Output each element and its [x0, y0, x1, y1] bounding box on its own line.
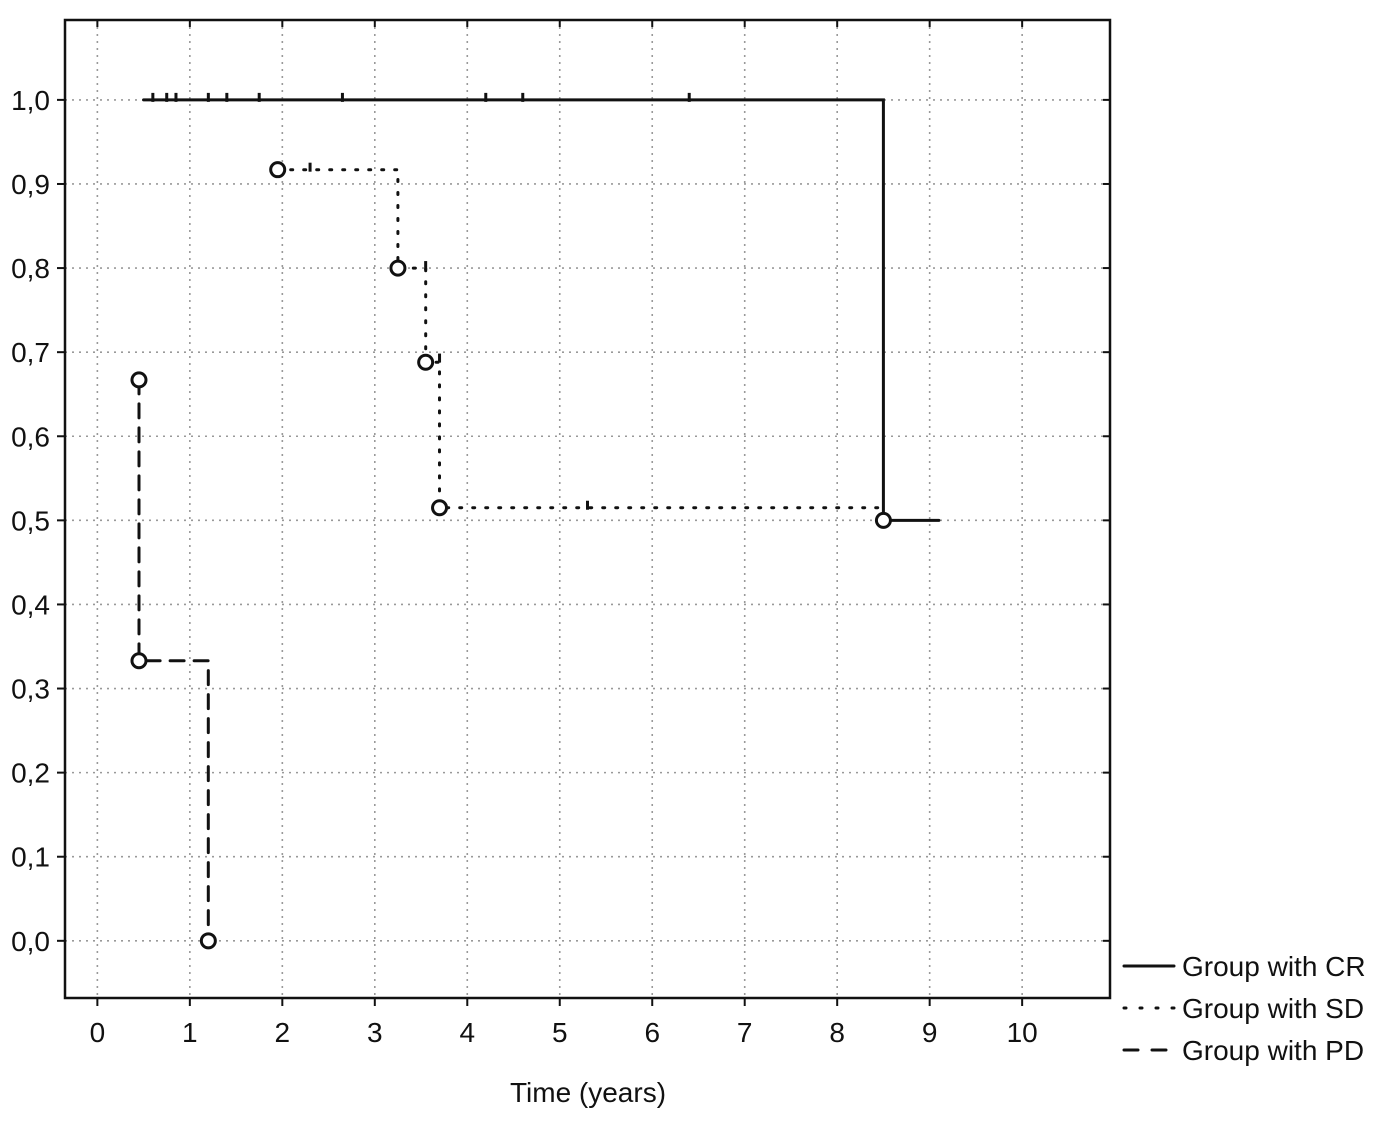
x-axis-title: Time (years) [510, 1077, 666, 1108]
y-tick-label: 0,2 [11, 758, 50, 789]
y-tick-label: 0,9 [11, 169, 50, 200]
x-tick-label: 9 [922, 1017, 938, 1048]
x-tick-label: 10 [1007, 1017, 1038, 1048]
x-tick-label: 1 [182, 1017, 198, 1048]
series-1 [142, 92, 941, 529]
event-marker [269, 161, 287, 179]
series-2 [269, 161, 885, 517]
x-tick-label: 3 [367, 1017, 383, 1048]
grid-lines [65, 20, 1110, 998]
x-tick-label: 0 [90, 1017, 106, 1048]
y-tick-label: 0,3 [11, 674, 50, 705]
legend-label: Group with PD [1182, 1035, 1364, 1066]
legend: Group with CR Group with SD Group with PD [1122, 951, 1366, 1066]
x-tick-label: 8 [829, 1017, 845, 1048]
series-line [142, 98, 941, 522]
y-tick-label: 0,1 [11, 842, 50, 873]
legend-label: Group with SD [1182, 993, 1364, 1024]
series-line [276, 168, 885, 510]
y-tick-label: 0,7 [11, 337, 50, 368]
x-tick-label: 5 [552, 1017, 568, 1048]
y-tick-label: 1,0 [11, 85, 50, 116]
event-marker [417, 353, 435, 371]
series-group [130, 92, 941, 950]
y-tick-label: 0,0 [11, 926, 50, 957]
y-tick-label: 0,8 [11, 253, 50, 284]
event-marker [199, 932, 217, 950]
x-tick-label: 4 [459, 1017, 475, 1048]
y-tick-label: 0,6 [11, 421, 50, 452]
event-marker [130, 371, 148, 389]
event-marker [874, 511, 892, 529]
y-tick-label: 0,5 [11, 505, 50, 536]
series-3 [130, 371, 217, 950]
event-marker [431, 499, 449, 517]
legend-label: Group with CR [1182, 951, 1366, 982]
plot-frame [63, 18, 1112, 1000]
event-marker [389, 259, 407, 277]
x-tick-label: 6 [644, 1017, 660, 1048]
x-tick-label: 7 [737, 1017, 753, 1048]
axis-ticks: 0 1 2 3 4 5 6 7 8 9 10 0,0 0,1 0,2 0,3 0,4 0,5 0,6 0,7 0,8 0… [11, 20, 1110, 1048]
y-tick-label: 0,4 [11, 589, 50, 620]
series-line [137, 378, 210, 943]
event-marker [130, 652, 148, 670]
x-tick-label: 2 [275, 1017, 291, 1048]
